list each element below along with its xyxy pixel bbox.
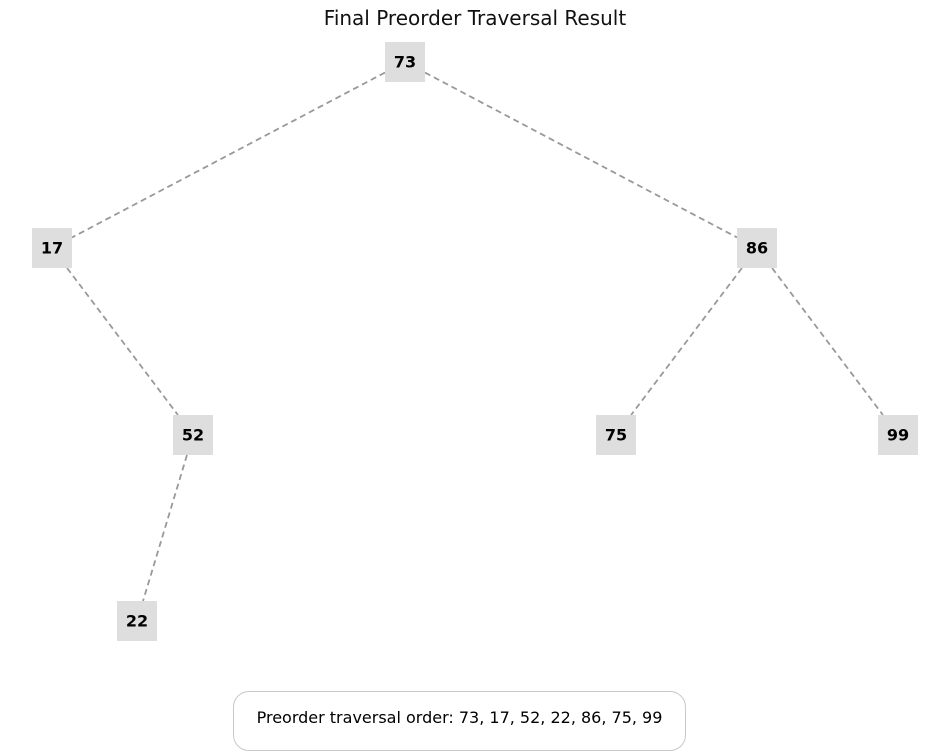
node-label: 86 xyxy=(746,239,768,258)
edge-n17-n52 xyxy=(66,267,179,416)
traversal-summary-text: Preorder traversal order: 73, 17, 52, 22… xyxy=(256,708,663,727)
node-label: 22 xyxy=(126,612,148,631)
node-box xyxy=(737,228,777,268)
tree-node-22: 22 xyxy=(117,601,157,641)
traversal-summary-box: Preorder traversal order: 73, 17, 52, 22… xyxy=(233,691,686,751)
node-label: 75 xyxy=(605,426,627,445)
tree-node-86: 86 xyxy=(737,228,777,268)
node-label: 73 xyxy=(394,53,416,72)
node-label: 99 xyxy=(887,426,909,445)
edge-n86-n99 xyxy=(771,267,884,416)
diagram-title: Final Preorder Traversal Result xyxy=(323,6,627,30)
tree-node-73: 73 xyxy=(385,42,425,82)
tree-node-75: 75 xyxy=(596,415,636,455)
node-box xyxy=(117,601,157,641)
node-label: 17 xyxy=(41,239,63,258)
edge-n52-n22 xyxy=(142,454,188,602)
tree-node-17: 17 xyxy=(32,228,72,268)
node-box xyxy=(32,228,72,268)
edge-n73-n86 xyxy=(424,71,738,239)
node-box xyxy=(173,415,213,455)
node-box xyxy=(878,415,918,455)
tree-node-52: 52 xyxy=(173,415,213,455)
tree-node-99: 99 xyxy=(878,415,918,455)
edge-n86-n75 xyxy=(630,267,743,416)
node-box xyxy=(596,415,636,455)
node-box xyxy=(385,42,425,82)
node-label: 52 xyxy=(182,426,204,445)
edge-n73-n17 xyxy=(71,71,386,239)
